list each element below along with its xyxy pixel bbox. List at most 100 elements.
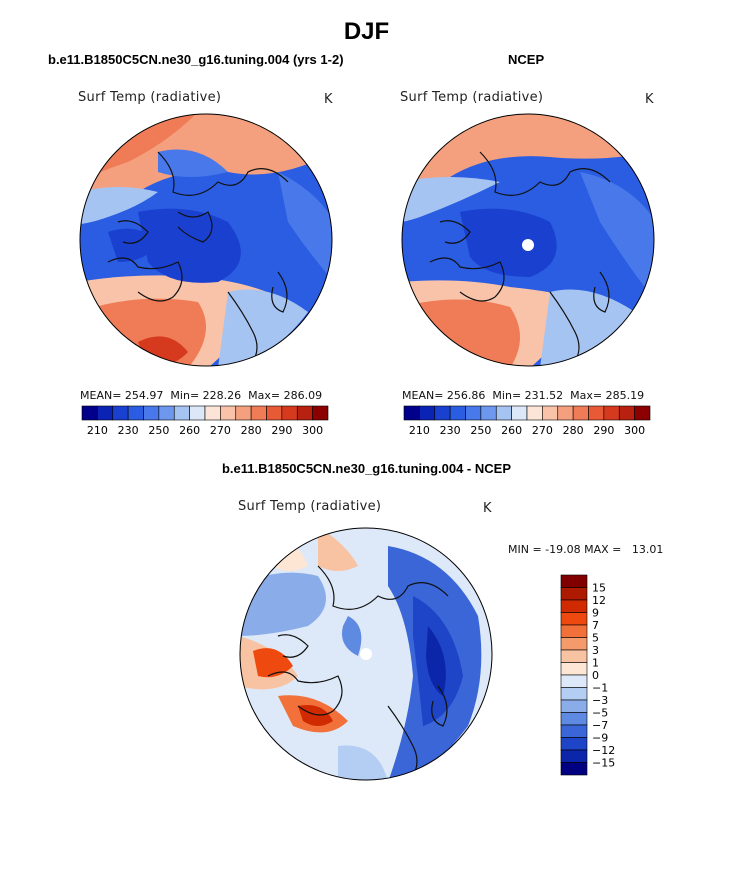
pole-mask-dot [522,239,534,251]
colorbar-swatch [189,405,206,421]
colorbar-swatch [266,405,283,421]
colorbar-label: 300 [624,424,645,437]
colorbar-swatch [449,405,466,421]
colorbar-label: 210 [409,424,430,437]
colorbar-swatch [296,405,313,421]
colorbar-swatch [603,405,620,421]
colorbar-swatch [403,405,420,421]
colorbar-label: 280 [563,424,584,437]
colorbar-swatch [557,405,574,421]
colorbar-swatch [560,624,588,638]
colorbar-swatch [434,405,451,421]
colorbar-swatch [250,405,267,421]
colorbar-swatch [560,699,588,713]
panel-1-variable: Surf Temp (radiative) [78,90,222,105]
colorbar-swatch [542,405,559,421]
colorbar-swatch [560,649,588,663]
colorbar-swatch [560,674,588,688]
colorbar-swatch [560,574,588,588]
polar-map-difference [239,527,493,781]
colorbar-label: 270 [532,424,553,437]
colorbar-swatch [560,762,588,776]
colorbar-label: 210 [87,424,108,437]
colorbar-swatch [560,724,588,738]
colorbar-swatch [173,405,190,421]
colorbar-swatch [220,405,237,421]
polar-map-ncep [401,113,655,367]
colorbar-swatch [158,405,175,421]
colorbar-label: −15 [592,757,615,770]
colorbar-swatch [97,405,114,421]
colorbar-swatch [112,405,129,421]
colorbar-model: 210 230 250 260 270 280 290 300 [81,405,329,437]
colorbar-swatch [511,405,528,421]
diff-panel-units: K [483,501,492,516]
diff-panel-title: b.e11.B1850C5CN.ne30_g16.tuning.004 - NC… [221,461,511,476]
diff-panel-variable: Surf Temp (radiative) [238,499,382,514]
colorbar-label: 300 [302,424,323,437]
colorbar-swatch [560,612,588,626]
colorbar-swatch [560,749,588,763]
colorbar-label: 250 [470,424,491,437]
colorbar-swatch [419,405,436,421]
panel-2-stats: MEAN= 256.86 Min= 231.52 Max= 285.19 [402,389,645,402]
colorbar-label: 230 [440,424,461,437]
colorbar-label: 260 [501,424,522,437]
colorbar-label: −5 [592,707,608,720]
colorbar-label: −12 [592,744,615,757]
panel-1-units: K [324,92,333,107]
colorbar-label: 280 [241,424,262,437]
colorbar-label: −7 [592,719,608,732]
colorbar-swatch [560,587,588,601]
colorbar-swatch [560,637,588,651]
colorbar-label: 230 [118,424,139,437]
colorbar-label: 1 [592,657,599,670]
colorbar-label: 290 [271,424,292,437]
colorbar-swatch [495,405,512,421]
colorbar-swatch [143,405,160,421]
colorbar-swatch [465,405,482,421]
colorbar-swatch [560,712,588,726]
page-title: DJF [343,18,390,45]
panel-2-variable: Surf Temp (radiative) [400,90,544,105]
colorbar-swatch [204,405,221,421]
colorbar-swatch [572,405,589,421]
colorbar-label: 290 [593,424,614,437]
colorbar-ncep: 210 230 250 260 270 280 290 300 [403,405,651,437]
colorbar-swatch [560,599,588,613]
colorbar-swatch [127,405,144,421]
panel-1-title: b.e11.B1850C5CN.ne30_g16.tuning.004 (yrs… [48,52,344,67]
colorbar-swatch [81,405,98,421]
colorbar-swatch [560,662,588,676]
colorbar-label: −1 [592,682,608,695]
colorbar-label: −9 [592,732,608,745]
colorbar-swatch [281,405,298,421]
colorbar-label: 270 [210,424,231,437]
diff-minmax: MIN = -19.08 MAX = 13.01 [508,543,664,556]
colorbar-label: 3 [592,644,599,657]
colorbar-label: 12 [592,594,606,607]
colorbar-label: 260 [179,424,200,437]
colorbar-swatch [634,405,651,421]
panel-1-stats: MEAN= 254.97 Min= 228.26 Max= 286.09 [80,389,323,402]
colorbar-swatch [618,405,635,421]
colorbar-swatch [312,405,329,421]
panel-2-title: NCEP [508,52,545,67]
panel-2-units: K [645,92,654,107]
colorbar-label: 9 [592,607,599,620]
colorbar-swatch [480,405,497,421]
pole-mask-dot [360,648,372,660]
colorbar-swatch [526,405,543,421]
colorbar-swatch [588,405,605,421]
colorbar-label: 0 [592,669,599,682]
colorbar-label: 7 [592,619,599,632]
polar-map-model [79,113,333,367]
colorbar-label: 5 [592,632,599,645]
colorbar-swatch [235,405,252,421]
colorbar-label: −3 [592,694,608,707]
colorbar-label: 250 [148,424,169,437]
colorbar-swatch [560,737,588,751]
colorbar-label: 15 [592,582,606,595]
colorbar-swatch [560,687,588,701]
